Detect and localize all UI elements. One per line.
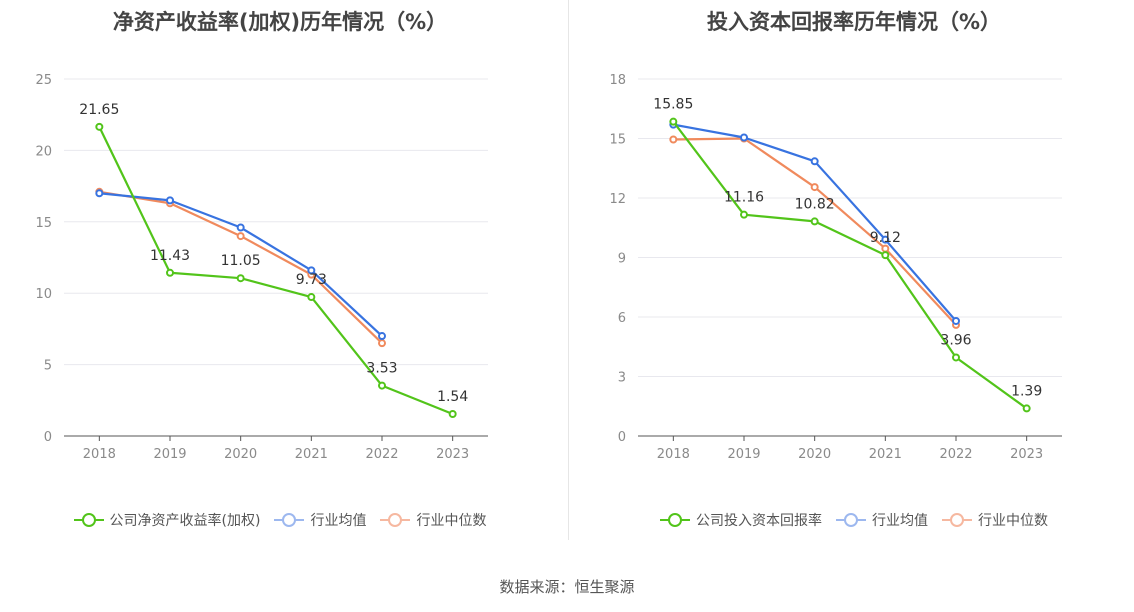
legend-median-label: 行业中位数 bbox=[978, 513, 1048, 529]
x-tick-label: 2018 bbox=[657, 447, 690, 462]
data-point-industry-avg bbox=[236, 223, 245, 232]
data-point-industry-median bbox=[236, 232, 245, 241]
roe-chart-legend: 公司净资产收益率(加权) 行业均值 行业中位数 bbox=[0, 510, 560, 530]
data-point-industry-median bbox=[810, 183, 819, 192]
legend-item-industry-median[interactable]: 行业中位数 bbox=[380, 510, 486, 530]
legend-avg-swatch-icon bbox=[274, 512, 305, 528]
legend-avg-label: 行业均值 bbox=[310, 513, 367, 529]
roic-chart-plot: 0 3 6 9 12 15 18 2018 2019 2020 2021 2022 2023 15.85 1… bbox=[609, 73, 1062, 462]
data-point-company bbox=[166, 268, 174, 277]
y-tick-label: 0 bbox=[44, 430, 52, 445]
legend-company-label: 公司投入资本回报率 bbox=[696, 513, 822, 529]
roic-chart-legend: 公司投入资本回报率 行业均值 行业中位数 bbox=[574, 510, 1134, 530]
x-tick-label: 2020 bbox=[224, 447, 257, 462]
data-label: 21.65 bbox=[79, 102, 119, 118]
data-label: 9.73 bbox=[296, 272, 327, 288]
data-point-company bbox=[740, 210, 748, 219]
x-tick-label: 2018 bbox=[83, 447, 116, 462]
data-label: 9.12 bbox=[870, 230, 901, 246]
x-tick-label: 2021 bbox=[869, 447, 902, 462]
data-point-industry-avg bbox=[810, 157, 819, 166]
y-tick-label: 25 bbox=[35, 73, 52, 88]
legend-avg-label: 行业均值 bbox=[872, 513, 928, 529]
data-point-industry-avg bbox=[378, 332, 386, 341]
x-tick-label: 2020 bbox=[798, 447, 831, 462]
data-point-industry-avg bbox=[952, 316, 960, 325]
data-point-company bbox=[881, 251, 890, 260]
data-point-industry-avg bbox=[307, 266, 316, 275]
data-source-note: 数据来源：恒生聚源 bbox=[499, 578, 635, 596]
legend-item-industry-avg[interactable]: 行业均值 bbox=[274, 510, 366, 530]
data-point-industry-median bbox=[669, 135, 678, 144]
y-tick-label: 15 bbox=[35, 216, 52, 231]
y-tick-label: 20 bbox=[35, 144, 52, 159]
data-point-company bbox=[95, 122, 104, 131]
legend-avg-swatch-icon bbox=[836, 512, 866, 528]
data-label: 11.05 bbox=[221, 253, 261, 269]
series-line-company bbox=[672, 120, 1028, 410]
data-label: 1.54 bbox=[437, 389, 468, 405]
data-label: 3.53 bbox=[366, 361, 397, 377]
legend-item-company-roic[interactable]: 公司投入资本回报率 bbox=[660, 510, 822, 530]
x-tick-label: 2022 bbox=[939, 447, 972, 462]
y-tick-label: 0 bbox=[618, 430, 626, 445]
legend-item-industry-median[interactable]: 行业中位数 bbox=[942, 510, 1048, 530]
x-tick-label: 2022 bbox=[365, 447, 398, 462]
x-tick-label: 2019 bbox=[727, 447, 760, 462]
panel-divider bbox=[568, 0, 569, 540]
data-point-company bbox=[810, 217, 819, 226]
data-point-company bbox=[669, 117, 678, 126]
data-label: 11.43 bbox=[150, 248, 190, 264]
data-label: 10.82 bbox=[795, 196, 835, 212]
legend-item-industry-avg[interactable]: 行业均值 bbox=[836, 510, 928, 530]
data-point-industry-avg bbox=[881, 235, 890, 244]
data-label: 1.39 bbox=[1011, 383, 1042, 399]
roe-chart-panel: 净资产收益率(加权)历年情况（%） 0 5 10 15 20 25 2018 2019 2020… bbox=[0, 0, 560, 560]
roic-chart-panel: 投入资本回报率历年情况（%） 0 3 6 9 12 15 18 2018 2019 2020 202… bbox=[574, 0, 1134, 560]
data-label: 3.96 bbox=[940, 332, 971, 348]
legend-company-swatch-icon bbox=[660, 512, 690, 528]
x-tick-label: 2023 bbox=[436, 447, 469, 462]
legend-item-company-roe[interactable]: 公司净资产收益率(加权) bbox=[73, 510, 261, 530]
roic-chart-title: 投入资本回报率历年情况（%） bbox=[706, 10, 1002, 34]
data-point-industry-avg bbox=[95, 189, 104, 198]
data-point-company bbox=[307, 293, 316, 302]
data-point-industry-avg bbox=[740, 133, 748, 142]
legend-median-swatch-icon bbox=[380, 512, 411, 528]
y-tick-label: 10 bbox=[35, 287, 52, 302]
legend-median-label: 行业中位数 bbox=[416, 513, 487, 529]
data-point-industry-median bbox=[378, 339, 386, 348]
roe-chart-title: 净资产收益率(加权)历年情况（%） bbox=[112, 10, 448, 34]
x-tick-label: 2021 bbox=[295, 447, 328, 462]
y-tick-label: 18 bbox=[609, 73, 626, 88]
y-tick-label: 12 bbox=[609, 192, 626, 207]
data-label: 15.85 bbox=[653, 97, 693, 113]
legend-company-swatch-icon bbox=[73, 512, 104, 528]
roe-chart-plot: 0 5 10 15 20 25 2018 2019 2020 2021 2022 2023 21.65 1… bbox=[35, 73, 488, 462]
data-point-industry-avg bbox=[166, 196, 174, 205]
data-point-industry-median bbox=[881, 244, 890, 253]
data-label: 11.16 bbox=[724, 190, 764, 206]
y-tick-label: 9 bbox=[618, 252, 626, 267]
y-tick-label: 6 bbox=[618, 311, 626, 326]
data-point-company bbox=[952, 353, 960, 362]
data-point-company bbox=[236, 274, 245, 283]
legend-company-label: 公司净资产收益率(加权) bbox=[109, 513, 261, 529]
legend-median-swatch-icon bbox=[942, 512, 972, 528]
x-tick-label: 2023 bbox=[1010, 447, 1043, 462]
y-tick-label: 15 bbox=[609, 133, 626, 148]
data-point-company bbox=[448, 410, 457, 419]
y-tick-label: 5 bbox=[44, 359, 52, 374]
y-tick-label: 3 bbox=[618, 371, 626, 386]
x-tick-label: 2019 bbox=[153, 447, 186, 462]
series-line-company bbox=[98, 126, 454, 416]
data-point-company bbox=[378, 381, 386, 390]
data-point-company bbox=[1022, 404, 1031, 413]
